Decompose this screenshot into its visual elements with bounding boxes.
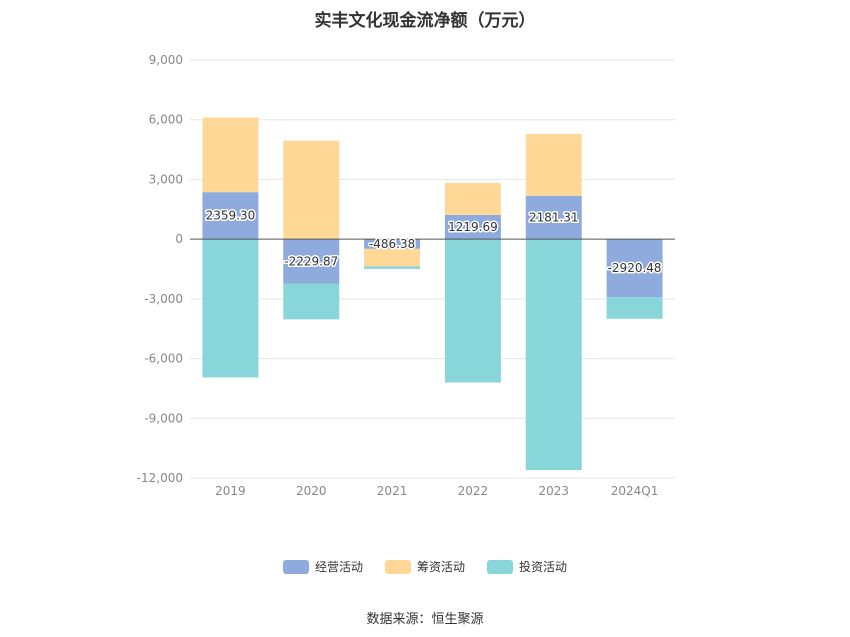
y-tick-label: -12,000 bbox=[137, 471, 183, 485]
bar-segment[interactable] bbox=[202, 239, 259, 378]
data-label: -2229.87 bbox=[284, 254, 338, 268]
legend-swatch bbox=[384, 559, 411, 574]
x-tick-label: 2021 bbox=[377, 484, 408, 498]
bar-segment[interactable] bbox=[364, 239, 421, 249]
bar-segment[interactable] bbox=[606, 297, 663, 319]
bar-segment[interactable] bbox=[444, 214, 501, 240]
legend-item[interactable]: 投资活动 bbox=[487, 558, 567, 575]
legend-label: 经营活动 bbox=[314, 560, 363, 574]
data-label: -2920.48 bbox=[608, 261, 662, 275]
bar-segment[interactable] bbox=[606, 239, 663, 298]
bar-segment[interactable] bbox=[202, 117, 259, 193]
bar-segment[interactable] bbox=[202, 192, 259, 240]
x-tick-label: 2024Q1 bbox=[611, 484, 659, 498]
y-tick-label: -9,000 bbox=[144, 411, 183, 425]
y-tick-label: 0 bbox=[175, 232, 183, 246]
data-labels: 2359.30 -2229.87 -486.38 1219.69 2181.31 -292… bbox=[204, 207, 663, 277]
bar-segment[interactable] bbox=[283, 239, 340, 284]
y-tick-label: 9,000 bbox=[149, 53, 183, 67]
y-tick-label: 3,000 bbox=[149, 172, 183, 186]
chart-title: 实丰文化现金流净额（万元） bbox=[314, 11, 536, 31]
grid-lines bbox=[190, 59, 675, 479]
data-source: 数据来源：恒生聚源 bbox=[366, 612, 484, 627]
legend-item[interactable]: 筹资活动 bbox=[384, 558, 465, 575]
data-label: -486.38 bbox=[369, 237, 415, 251]
y-tick-label: -3,000 bbox=[144, 292, 183, 306]
bar-segment[interactable] bbox=[283, 140, 340, 240]
bar-segment[interactable] bbox=[525, 195, 582, 240]
legend-label: 投资活动 bbox=[519, 560, 568, 574]
bar-segment[interactable] bbox=[444, 183, 501, 215]
legend-label: 筹资活动 bbox=[416, 560, 465, 574]
bar-segment[interactable] bbox=[283, 283, 340, 320]
legend-swatch bbox=[282, 559, 309, 574]
bar-segment[interactable] bbox=[444, 239, 501, 383]
bar-segment[interactable] bbox=[364, 248, 421, 267]
x-tick-label: 2022 bbox=[458, 484, 489, 498]
x-tick-label: 2019 bbox=[215, 484, 246, 498]
y-tick-label: -6,000 bbox=[144, 352, 183, 366]
x-tick-label: 2020 bbox=[296, 484, 327, 498]
bar-segment[interactable] bbox=[364, 266, 421, 269]
data-label: 2181.31 bbox=[529, 210, 579, 224]
data-label: 1219.69 bbox=[448, 220, 498, 234]
legend: 经营活动 筹资活动 投资活动 bbox=[0, 558, 850, 575]
axes: 9,000 6,000 3,000 0 -3,000 -6,000 -9,000 -12,00… bbox=[137, 53, 675, 498]
bars bbox=[202, 117, 663, 471]
legend-swatch bbox=[487, 559, 513, 574]
bar-segment[interactable] bbox=[525, 134, 582, 196]
data-label: 2359.30 bbox=[206, 209, 256, 223]
bar-segment[interactable] bbox=[525, 239, 582, 471]
y-tick-label: 6,000 bbox=[149, 113, 183, 127]
legend-item[interactable]: 经营活动 bbox=[282, 558, 363, 575]
x-tick-label: 2023 bbox=[538, 484, 569, 498]
